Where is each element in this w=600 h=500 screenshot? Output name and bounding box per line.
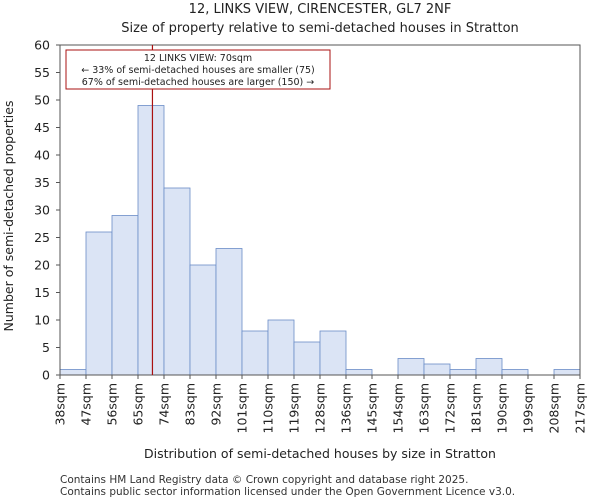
y-tick-label: 10 — [34, 313, 50, 328]
bar-47sqm — [85, 231, 113, 376]
x-tick-label: 154sqm — [391, 383, 406, 433]
bar-128sqm — [319, 330, 347, 376]
x-tick-label: 163sqm — [417, 383, 432, 433]
x-tick-label: 217sqm — [573, 383, 588, 433]
bars — [59, 105, 581, 376]
footer-line-2: Contains public sector information licen… — [60, 486, 515, 498]
bar-181sqm — [475, 358, 503, 376]
y-tick-label: 20 — [34, 258, 50, 273]
x-tick-label: 172sqm — [443, 383, 458, 433]
y-tick-label: 45 — [34, 120, 50, 135]
bar-190sqm — [501, 369, 529, 376]
x-tick-label: 56sqm — [105, 383, 120, 426]
x-tick-label: 101sqm — [235, 383, 250, 433]
x-tick-label: 74sqm — [157, 383, 172, 426]
x-tick-label: 83sqm — [183, 383, 198, 426]
y-tick-label: 60 — [34, 38, 50, 53]
footer-line-1: Contains HM Land Registry data © Crown c… — [60, 474, 468, 486]
annotation-line-1: 12 LINKS VIEW: 70sqm — [144, 53, 252, 64]
bar-38sqm — [59, 369, 87, 376]
bar-101sqm — [241, 330, 269, 376]
bar-172sqm — [449, 369, 477, 376]
x-axis-label: Distribution of semi-detached houses by … — [144, 446, 496, 461]
bar-74sqm — [163, 187, 191, 376]
chart-subtitle: Size of property relative to semi-detach… — [121, 21, 519, 36]
bar-110sqm — [267, 319, 295, 376]
bar-154sqm — [397, 358, 425, 376]
x-tick-label: 208sqm — [547, 383, 562, 433]
bar-119sqm — [293, 341, 321, 376]
y-tick-label: 40 — [34, 148, 50, 163]
y-axis: 0 5 10 15 20 25 30 35 40 45 50 55 60 — [34, 38, 60, 383]
x-tick-label: 199sqm — [521, 383, 536, 433]
y-tick-label: 25 — [34, 230, 50, 245]
x-axis: 38sqm 47sqm 56sqm 65sqm 74sqm 83sqm 92sqm 101sq… — [53, 375, 588, 433]
chart-title: 12, LINKS VIEW, CIRENCESTER, GL7 2NF — [189, 2, 452, 17]
bar-65sqm — [137, 105, 165, 376]
y-tick-label: 0 — [42, 368, 50, 383]
annotation-line-3: 67% of semi-detached houses are larger (… — [82, 77, 315, 88]
x-tick-label: 181sqm — [469, 383, 484, 433]
bar-56sqm — [111, 215, 139, 376]
y-axis-label: Number of semi-detached properties — [1, 101, 16, 332]
plot-frame — [59, 44, 581, 376]
y-tick-label: 5 — [42, 340, 50, 355]
x-tick-label: 38sqm — [53, 383, 68, 426]
y-tick-label: 15 — [34, 285, 50, 300]
x-tick-label: 136sqm — [339, 383, 354, 433]
y-tick-label: 50 — [34, 93, 50, 108]
bar-136sqm — [345, 369, 373, 376]
bar-83sqm — [189, 264, 217, 376]
annotation-line-2: ← 33% of semi-detached houses are smalle… — [81, 65, 315, 76]
x-tick-label: 65sqm — [131, 383, 146, 426]
y-tick-label: 55 — [34, 65, 50, 80]
x-tick-label: 145sqm — [365, 383, 380, 433]
x-tick-label: 92sqm — [209, 383, 224, 426]
x-tick-label: 47sqm — [79, 383, 94, 426]
y-tick-label: 35 — [34, 175, 50, 190]
annotation-box: 12 LINKS VIEW: 70sqm ← 33% of semi-detac… — [65, 49, 331, 90]
x-tick-label: 190sqm — [495, 383, 510, 433]
x-tick-label: 119sqm — [287, 383, 302, 433]
x-tick-label: 110sqm — [261, 383, 276, 433]
bar-208sqm — [553, 369, 581, 376]
bar-92sqm — [215, 248, 243, 376]
bar-163sqm — [423, 363, 451, 376]
annotation-border — [65, 49, 331, 90]
y-tick-label: 30 — [34, 203, 50, 218]
x-tick-label: 128sqm — [313, 383, 328, 433]
